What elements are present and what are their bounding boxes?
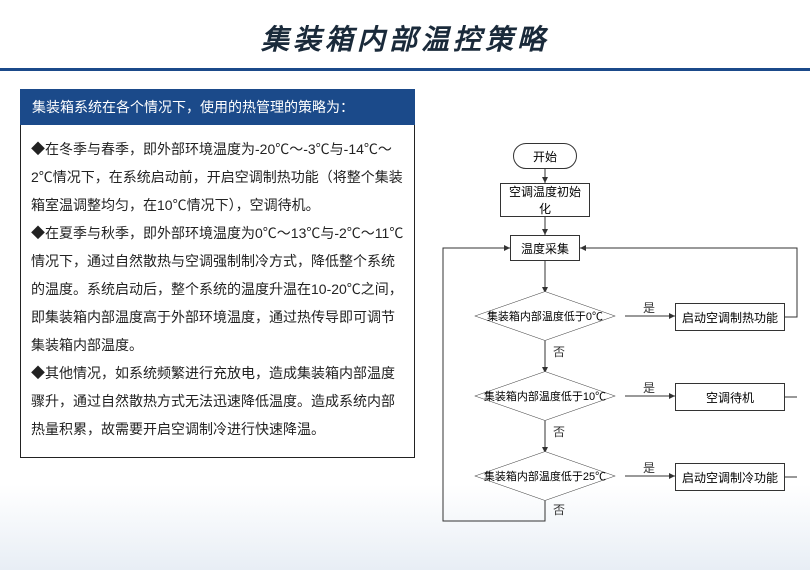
bullet-summer-autumn: ◆在夏季与秋季，即外部环境温度为0℃～13℃与-2℃～11℃情况下，通过自然散热… [31,219,404,359]
content-row: ◆在冬季与春季，即外部环境温度为-20℃～-3℃与-14℃～2℃情况下，在系统启… [0,125,810,458]
flow-node-d3-label: 集装箱内部温度低于25℃ [465,468,625,484]
flow-node-d1: 集装箱内部温度低于0℃ [465,291,625,341]
strategy-text-panel: ◆在冬季与春季，即外部环境温度为-20℃～-3℃与-14℃～2℃情况下，在系统启… [20,125,415,458]
flowchart-panel: 开始 空调温度初始化 温度采集 集装箱内部温度低于0℃ 集装箱内部温度低于10℃… [425,143,795,458]
flow-node-d2-label: 集装箱内部温度低于10℃ [465,388,625,404]
edge-d1-yes: 是 [643,299,655,316]
edge-d3-yes: 是 [643,459,655,476]
flow-node-heat: 启动空调制热功能 [675,303,785,331]
edge-d3-no: 否 [553,501,565,518]
flow-node-init: 空调温度初始化 [500,183,590,217]
edge-d1-no: 否 [553,343,565,360]
edge-d2-yes: 是 [643,379,655,396]
flow-node-start: 开始 [513,143,577,169]
page-title: 集装箱内部温控策略 [0,0,810,68]
bullet-winter-spring: ◆在冬季与春季，即外部环境温度为-20℃～-3℃与-14℃～2℃情况下，在系统启… [31,135,404,219]
bullet-other: ◆其他情况，如系统频繁进行充放电，造成集装箱内部温度骤升，通过自然散热方式无法迅… [31,359,404,443]
flow-node-cool: 启动空调制冷功能 [675,463,785,491]
flow-node-sample: 温度采集 [510,235,580,261]
strategy-header: 集装箱系统在各个情况下，使用的热管理的策略为： [20,89,415,125]
flow-node-standby: 空调待机 [675,383,785,411]
flow-node-d2: 集装箱内部温度低于10℃ [465,371,625,421]
flow-node-d3: 集装箱内部温度低于25℃ [465,451,625,501]
flow-node-d1-label: 集装箱内部温度低于0℃ [465,308,625,324]
title-underline [0,68,810,71]
edge-d2-no: 否 [553,423,565,440]
